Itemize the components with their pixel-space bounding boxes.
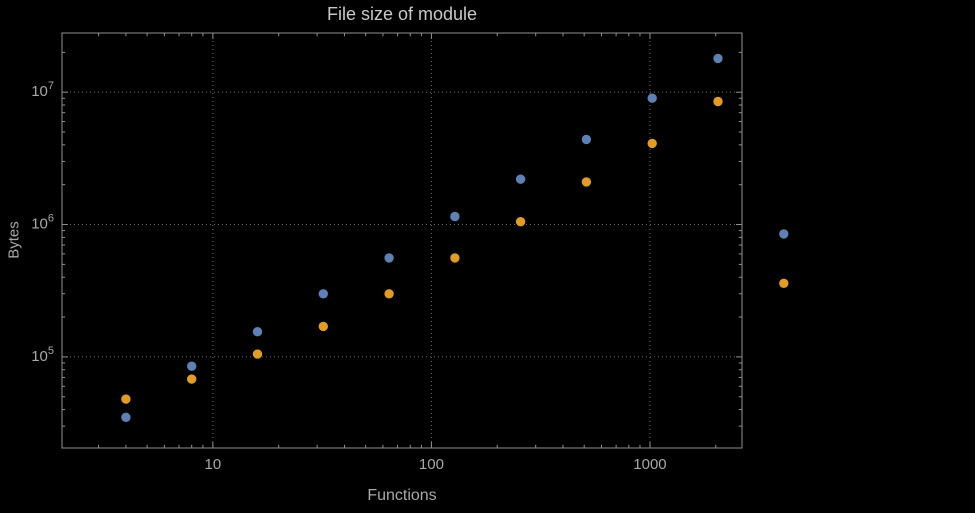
y-tick-label: 105 xyxy=(31,345,54,365)
y-axis-label: Bytes xyxy=(5,221,23,259)
data-point-blue xyxy=(515,174,526,184)
data-point-blue xyxy=(713,53,723,64)
data-point-blue xyxy=(384,253,394,263)
x-tick-label: 10 xyxy=(205,456,222,473)
data-point-orange xyxy=(450,253,460,263)
data-point-orange xyxy=(318,321,328,332)
x-tick-label: 1000 xyxy=(633,456,666,473)
data-point-orange xyxy=(581,177,592,187)
data-point-blue xyxy=(121,412,131,422)
data-point-orange xyxy=(384,289,394,299)
data-point-orange xyxy=(187,374,197,384)
data-point-blue xyxy=(450,211,460,222)
data-point-orange xyxy=(647,138,657,149)
data-point-orange xyxy=(252,349,263,359)
data-point-blue xyxy=(581,134,592,145)
data-point-blue xyxy=(779,229,789,239)
data-point-orange xyxy=(779,278,789,288)
data-point-orange xyxy=(515,217,526,227)
data-point-blue xyxy=(187,361,197,371)
plot-frame xyxy=(61,32,743,449)
data-point-orange xyxy=(121,394,131,404)
y-tick-label: 106 xyxy=(31,213,54,233)
data-point-blue xyxy=(318,289,328,299)
x-tick-label: 100 xyxy=(419,456,444,473)
data-point-blue xyxy=(252,327,263,337)
chart-title: File size of module xyxy=(326,4,478,24)
y-tick-label: 107 xyxy=(31,80,54,100)
data-point-orange xyxy=(713,96,723,107)
x-axis-label: Functions xyxy=(367,487,437,504)
data-point-blue xyxy=(647,93,657,103)
